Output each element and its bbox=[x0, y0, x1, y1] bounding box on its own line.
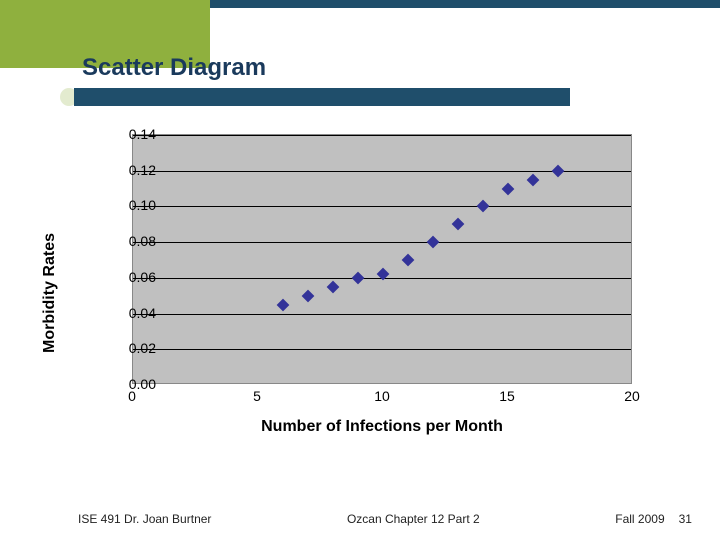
y-axis-label: Morbidity Rates bbox=[41, 233, 59, 353]
data-point bbox=[427, 236, 440, 249]
x-tick-label: 0 bbox=[128, 388, 136, 404]
y-tick-label: 0.10 bbox=[96, 197, 156, 213]
data-point bbox=[302, 289, 315, 302]
y-tick-label: 0.02 bbox=[96, 340, 156, 356]
footer-left: ISE 491 Dr. Joan Burtner bbox=[78, 512, 211, 526]
plot-area bbox=[132, 134, 632, 384]
data-point bbox=[502, 182, 515, 195]
title-underline-bar bbox=[74, 88, 570, 106]
footer-page-number: 31 bbox=[679, 512, 692, 526]
x-tick-label: 5 bbox=[253, 388, 261, 404]
data-point bbox=[552, 164, 565, 177]
data-point bbox=[452, 218, 465, 231]
y-tick-label: 0.08 bbox=[96, 233, 156, 249]
slide-title: Scatter Diagram bbox=[82, 54, 266, 82]
data-point bbox=[352, 271, 365, 284]
x-tick-label: 20 bbox=[624, 388, 640, 404]
y-tick-label: 0.00 bbox=[96, 376, 156, 392]
gridline bbox=[133, 349, 631, 350]
slide-footer: ISE 491 Dr. Joan Burtner Ozcan Chapter 1… bbox=[0, 512, 720, 526]
data-point bbox=[477, 200, 490, 213]
gridline bbox=[133, 206, 631, 207]
data-point bbox=[402, 254, 415, 267]
data-point bbox=[277, 298, 290, 311]
data-point bbox=[327, 280, 340, 293]
data-point bbox=[527, 173, 540, 186]
footer-right-text: Fall 2009 bbox=[615, 512, 664, 526]
y-tick-label: 0.06 bbox=[96, 269, 156, 285]
y-tick-label: 0.04 bbox=[96, 305, 156, 321]
scatter-chart: Morbidity Rates Number of Infections per… bbox=[60, 128, 660, 458]
y-tick-label: 0.14 bbox=[96, 126, 156, 142]
footer-center: Ozcan Chapter 12 Part 2 bbox=[347, 512, 480, 526]
gridline bbox=[133, 135, 631, 136]
x-tick-label: 15 bbox=[499, 388, 515, 404]
gridline bbox=[133, 314, 631, 315]
gridline bbox=[133, 242, 631, 243]
x-tick-label: 10 bbox=[374, 388, 390, 404]
slide-title-wrap: Scatter Diagram bbox=[82, 54, 266, 82]
y-tick-label: 0.12 bbox=[96, 162, 156, 178]
x-axis-label: Number of Infections per Month bbox=[132, 418, 632, 436]
